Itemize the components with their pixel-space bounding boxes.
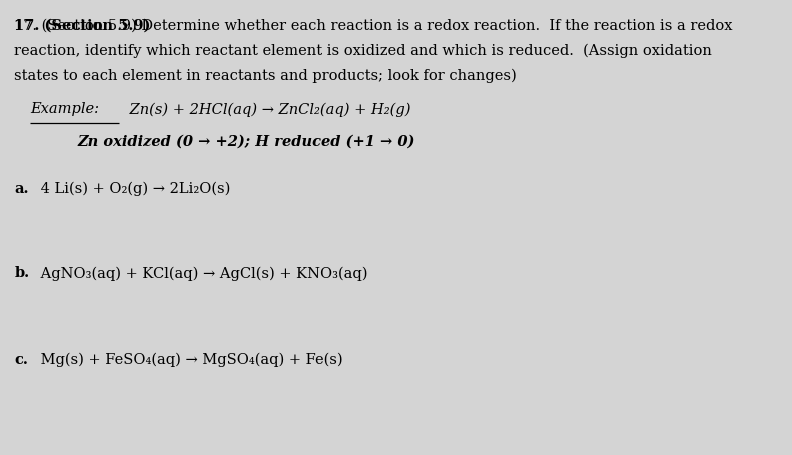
Text: AgNO₃(aq) + KCl(aq) → AgCl(s) + KNO₃(aq): AgNO₃(aq) + KCl(aq) → AgCl(s) + KNO₃(aq) [36, 266, 368, 281]
Text: b.: b. [14, 266, 29, 280]
Text: Example:: Example: [30, 102, 99, 116]
Text: 17. (Section 5.9): 17. (Section 5.9) [14, 18, 150, 32]
Text: Mg(s) + FeSO₄(aq) → MgSO₄(aq) + Fe(s): Mg(s) + FeSO₄(aq) → MgSO₄(aq) + Fe(s) [36, 353, 343, 367]
Text: 4 Li(s) + O₂(g) → 2Li₂O(s): 4 Li(s) + O₂(g) → 2Li₂O(s) [36, 182, 230, 197]
Text: Zn(s) + 2HCl(aq) → ZnCl₂(aq) + H₂(g): Zn(s) + 2HCl(aq) → ZnCl₂(aq) + H₂(g) [125, 102, 410, 117]
Text: reaction, identify which reactant element is oxidized and which is reduced.  (As: reaction, identify which reactant elemen… [14, 43, 712, 58]
Text: 17. (Section 5.9) Determine whether each reaction is a redox reaction.  If the r: 17. (Section 5.9) Determine whether each… [14, 18, 733, 32]
Text: c.: c. [14, 353, 29, 367]
Text: Zn oxidized (0 → +2); H reduced (+1 → 0): Zn oxidized (0 → +2); H reduced (+1 → 0) [78, 134, 415, 148]
Text: a.: a. [14, 182, 29, 196]
Text: states to each element in reactants and products; look for changes): states to each element in reactants and … [14, 68, 517, 83]
